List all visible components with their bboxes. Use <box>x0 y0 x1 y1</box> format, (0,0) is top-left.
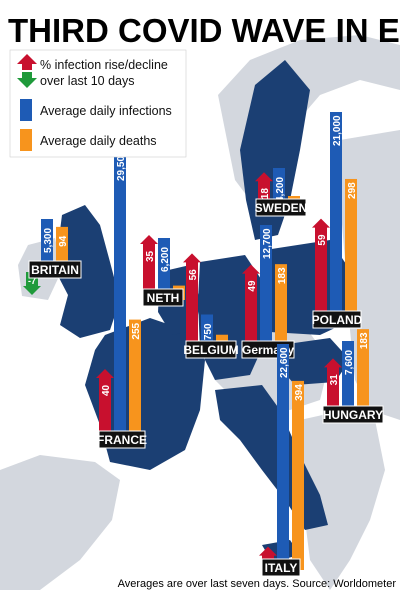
france-infections-bar <box>114 147 126 442</box>
legend-rise-line1: % infection rise/decline <box>40 58 168 72</box>
sweden-country-label: SWEDEN <box>255 201 308 215</box>
neth-country-label: NETH <box>147 291 180 305</box>
sweden-label-box <box>255 198 307 217</box>
land-britain <box>55 205 120 338</box>
britain-infections-bar <box>41 219 53 272</box>
poland-change-label: 59 <box>317 234 328 246</box>
neth-change-label: 35 <box>145 250 156 262</box>
hungary-change-bar <box>324 358 342 417</box>
hungary-change-label: 31 <box>329 374 340 386</box>
belgium-country-label: BELGIUM <box>183 343 238 357</box>
britain-deaths-label: 94 <box>58 235 69 247</box>
hungary-deaths-label: 183 <box>359 332 370 349</box>
italy-infections-bar <box>277 344 289 570</box>
france-country-label: FRANCE <box>97 433 147 447</box>
italy-infections-label: 22,600 <box>279 347 290 378</box>
legend-updown-arrow-icon <box>17 54 37 88</box>
france-deaths-label: 255 <box>131 322 142 339</box>
poland-country-label: POLAND <box>312 313 363 327</box>
legend-down-arrow-icon <box>17 72 37 88</box>
britain-label-box <box>28 260 82 279</box>
chart-title: THIRD COVID WAVE IN EUROPE <box>8 12 400 49</box>
germany-change-label: 49 <box>247 280 258 292</box>
hungary-deaths-bar <box>357 329 369 417</box>
poland-infections-label: 21,000 <box>332 115 343 146</box>
poland-infections-bar <box>330 112 342 322</box>
hungary-label-box <box>322 405 384 424</box>
legend-infections-swatch <box>20 99 32 121</box>
france-change-bar <box>96 369 114 442</box>
germany-change-bar <box>242 264 260 352</box>
sweden-infections-label: 4,200 <box>275 177 286 202</box>
italy-label-box <box>261 558 301 577</box>
italy-deaths-bar <box>292 380 304 570</box>
belgium-change-label: 56 <box>188 269 199 281</box>
legend-box <box>9 49 187 158</box>
germany-deaths-bar <box>275 264 287 352</box>
belgium-infections-label: 3,750 <box>203 323 214 348</box>
poland-deaths-label: 298 <box>347 182 358 199</box>
legend-infections-label: Average daily infections <box>40 104 172 118</box>
hungary-infections-label: 7,600 <box>344 350 355 375</box>
belgium-change-bar <box>183 253 201 352</box>
poland-deaths-bar <box>345 178 357 322</box>
britain-change-label: -7 <box>28 276 36 286</box>
germany-deaths-label: 183 <box>277 267 288 284</box>
italy-deaths-label: 394 <box>294 384 305 401</box>
land-iberia <box>0 455 120 590</box>
bar-group: -7 5,300 94 BRITAIN 40 29,500 255 FRANCE 35 6,200… <box>23 112 384 577</box>
belgium-label-box <box>185 340 237 359</box>
neth-change-bar <box>140 235 158 300</box>
germany-infections-bar <box>260 225 272 352</box>
poland-label-box <box>312 310 362 329</box>
neth-infections-label: 6,200 <box>160 247 171 272</box>
land-balkans <box>300 410 385 590</box>
poland-change-bar <box>312 218 330 322</box>
land-sweden <box>240 60 310 240</box>
legend-up-arrow-icon <box>17 54 37 70</box>
sweden-change-label: 18 <box>260 188 271 200</box>
france-change-label: 40 <box>101 384 112 396</box>
footnote: Averages are over last seven days. Sourc… <box>118 578 397 590</box>
legend: % infection rise/decline over last 10 da… <box>9 49 187 158</box>
legend-deaths-label: Average daily deaths <box>40 134 157 148</box>
germany-infections-label: 12,700 <box>262 228 273 259</box>
britain-infections-label: 5,300 <box>43 228 54 253</box>
legend-deaths-swatch <box>20 129 32 151</box>
france-infections-label: 29,500 <box>116 150 127 181</box>
italy-country-label: ITALY <box>265 561 298 575</box>
hungary-country-label: HUNGARY <box>323 408 383 422</box>
france-deaths-bar <box>129 319 141 442</box>
legend-rise-line2: over last 10 days <box>40 74 135 88</box>
france-label-box <box>98 430 146 449</box>
britain-country-label: BRITAIN <box>31 263 79 277</box>
hungary-infections-bar <box>342 341 354 417</box>
neth-infections-bar <box>158 238 170 300</box>
neth-label-box <box>142 288 184 307</box>
